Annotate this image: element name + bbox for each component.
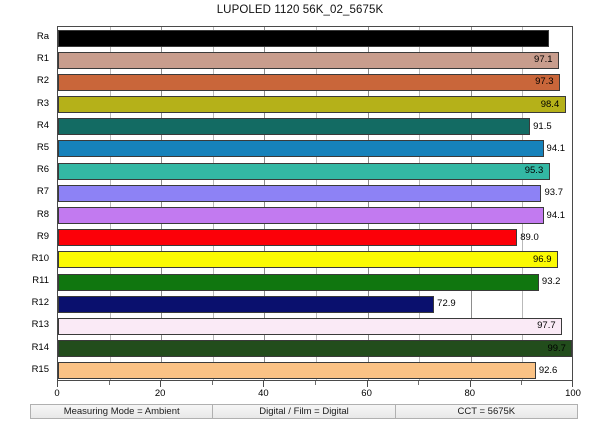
y-axis-label-r2: R2 — [36, 75, 49, 87]
x-tick-major — [160, 381, 162, 387]
bar-row: 94.1 — [58, 205, 574, 227]
bar-row: 91.5 — [58, 116, 574, 138]
bar-value-ra: 95.2 — [524, 32, 543, 43]
x-axis-label-60: 60 — [361, 388, 372, 399]
x-tick-major — [57, 381, 58, 387]
bar-r14 — [58, 340, 573, 358]
bar-value-r7: 93.7 — [544, 187, 563, 199]
bar-value-r12: 72.9 — [437, 298, 456, 310]
y-axis-label-r14: R14 — [31, 341, 49, 353]
x-axis-ticks — [57, 381, 573, 391]
bar-value-r1: 97.1 — [534, 54, 553, 66]
status-footer: Measuring Mode = Ambient Digital / Film =… — [30, 404, 578, 419]
x-axis-label-20: 20 — [154, 388, 166, 399]
y-axis-category-labels: Ra R1 R2 R3 R4 R5 R6 R7 R8 R9 R10 R11 R12 R13 R14 R15 — [0, 26, 54, 381]
bar-r12 — [58, 295, 435, 313]
footer-cell-3: CCT = 5675K — [394, 405, 577, 418]
y-axis-label-r3: R3 — [36, 97, 49, 109]
bar-value-r10: 96.9 — [533, 253, 552, 265]
x-tick-minor — [315, 381, 316, 385]
bar-value-r6: 95.3 — [524, 165, 544, 177]
bar-ra — [58, 29, 550, 47]
y-axis-label-r7: R7 — [36, 186, 49, 198]
page-title: LUPOLED 1120 56K_02_5675K — [216, 4, 384, 16]
bar-r5 — [58, 140, 544, 158]
y-axis-label-r13: R13 — [31, 319, 49, 331]
bar-row: 93.2 — [58, 271, 574, 293]
bar-row: 97.7 — [58, 315, 574, 337]
bar-r9 — [58, 229, 518, 247]
bar-value-r5: 94.1 — [546, 142, 566, 154]
bar-value-r8: 94.1 — [546, 209, 566, 221]
y-axis-label-r6: R6 — [36, 164, 49, 176]
x-axis-label-100: 100 — [565, 388, 581, 399]
bar-r8 — [58, 207, 544, 224]
x-axis-label-40: 40 — [258, 388, 269, 399]
bar-value-r14: 99.7 — [547, 342, 566, 354]
bar-row: 95.3 — [58, 160, 574, 182]
bar-row: 99.7 — [58, 338, 574, 360]
bar-value-r15: 92.6 — [538, 364, 558, 376]
bar-value-r11: 93.2 — [541, 276, 561, 288]
bar-r2 — [58, 73, 561, 91]
x-tick-major — [366, 381, 368, 387]
x-tick-major — [469, 381, 471, 387]
bar-r11 — [58, 273, 539, 291]
bar-r4 — [58, 118, 531, 136]
y-axis-label-r4: R4 — [36, 119, 49, 131]
y-axis-label-r5: R5 — [36, 141, 49, 153]
x-tick-major — [572, 381, 573, 387]
bar-value-r3: 98.4 — [540, 98, 560, 110]
bar-row: 93.7 — [58, 182, 574, 204]
bar-r7 — [58, 184, 542, 202]
x-tick-minor — [521, 381, 523, 385]
bar-row: 72.9 — [58, 293, 574, 315]
bars-container: 95.2 97.1 97.3 98.4 91.5 94.1 95.3 93.7 94.1 89.0… — [58, 27, 574, 382]
bar-r1 — [58, 51, 560, 69]
y-axis-label-r8: R8 — [36, 208, 49, 220]
x-axis-label-0: 0 — [54, 388, 60, 399]
x-tick-major — [263, 381, 265, 387]
y-axis-label-ra: Ra — [36, 31, 49, 42]
footer-cell-2: Digital / Film = Digital — [212, 405, 394, 418]
x-tick-minor — [418, 381, 420, 385]
bar-value-r2: 97.3 — [535, 76, 554, 88]
bar-row: 95.2 — [58, 27, 574, 49]
bar-r15 — [58, 362, 536, 380]
bar-r13 — [58, 317, 563, 335]
y-axis-label-r10: R10 — [31, 252, 49, 264]
bar-r10 — [58, 251, 558, 269]
bar-r6 — [58, 162, 550, 180]
y-axis-label-r9: R9 — [36, 230, 49, 242]
bar-value-r9: 89.0 — [520, 231, 539, 243]
bar-row: 92.6 — [58, 360, 574, 382]
footer-cell-1: Measuring Mode = Ambient — [63, 406, 180, 417]
x-tick-minor — [108, 381, 110, 385]
x-tick-minor — [211, 381, 213, 385]
y-axis-label-r11: R11 — [32, 275, 49, 287]
bar-row: 97.3 — [58, 71, 574, 93]
plot-area: 95.2 97.1 97.3 98.4 91.5 94.1 95.3 93.7 94.1 89.0… — [57, 26, 573, 381]
y-axis-label-r12: R12 — [31, 297, 49, 309]
x-axis-label-80: 80 — [464, 388, 476, 399]
bar-value-r13: 97.7 — [537, 320, 556, 332]
x-axis-tick-labels: 0 20 40 60 80 100 — [0, 388, 600, 402]
bar-row: 97.1 — [58, 49, 574, 71]
bar-row: 89.0 — [58, 227, 574, 249]
bar-value-r4: 91.5 — [533, 120, 552, 132]
bar-row: 94.1 — [58, 138, 574, 160]
bar-row: 98.4 — [58, 94, 574, 116]
y-axis-label-r1: R1 — [36, 53, 49, 65]
bar-r3 — [58, 96, 566, 114]
y-axis-label-r15: R15 — [31, 363, 49, 375]
bar-row: 96.9 — [58, 249, 574, 271]
